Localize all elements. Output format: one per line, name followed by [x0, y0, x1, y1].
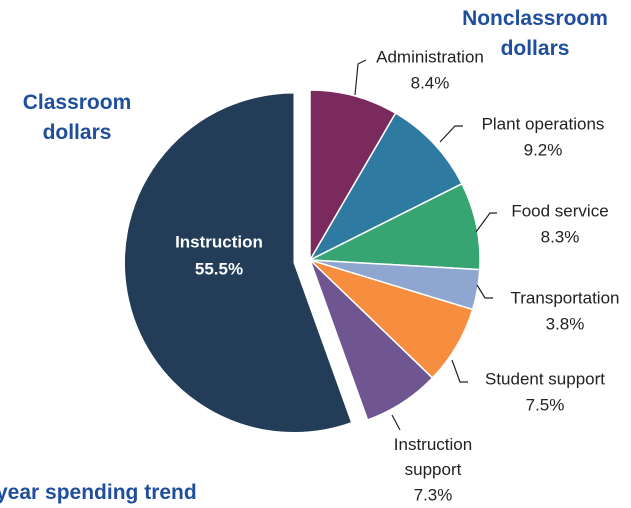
leader-line — [354, 59, 367, 96]
slice-value: 55.5% — [195, 259, 243, 278]
slice-value: 7.5% — [526, 395, 565, 414]
leader-line — [391, 414, 401, 431]
slice-label: Student support — [485, 369, 605, 388]
leader-line — [476, 284, 493, 299]
slice-label: Administration — [376, 47, 484, 66]
pie-slice — [307, 182, 481, 271]
leader-line — [475, 212, 497, 233]
footer-heading: year spending trend — [0, 481, 197, 504]
leader-line — [439, 125, 463, 143]
slice-value: 8.4% — [411, 73, 450, 92]
pie-slice — [308, 112, 463, 262]
chart-title: Nonclassroom dollars — [462, 7, 608, 60]
slice-label: Instruction — [175, 232, 263, 251]
leader-line — [451, 359, 468, 383]
slice-value: 9.2% — [524, 140, 563, 159]
slice-label: Plant operations — [482, 114, 605, 133]
pie-slice — [123, 91, 353, 434]
slice-value: 8.3% — [541, 227, 580, 246]
slice-value: 7.3% — [414, 485, 453, 504]
slice-label: Transportation — [511, 288, 620, 307]
pie-slice — [309, 89, 397, 263]
classroom-label: Classroom dollars — [22, 91, 132, 144]
slice-label: Food service — [511, 201, 608, 220]
slice-label: Instruction support — [393, 435, 473, 479]
slice-value: 3.8% — [546, 314, 585, 333]
pie-slice — [309, 259, 434, 421]
